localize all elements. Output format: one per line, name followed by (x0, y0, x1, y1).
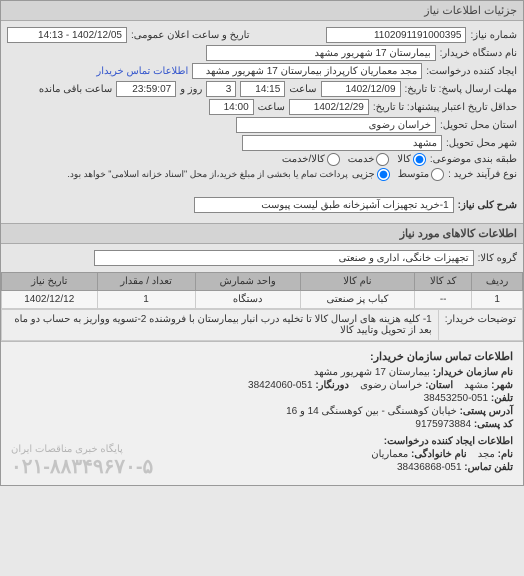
fax-label: دورنگار: (315, 380, 349, 391)
buyer-note-text: 1- کلیه هزینه های ارسال کالا تا تخلیه در… (2, 310, 439, 341)
col-1: کد کالا (415, 273, 472, 291)
postal-label: کد پستی: (474, 419, 513, 430)
number-value: 1102091191000395 (326, 27, 466, 43)
lastname-label: نام خانوادگی: (411, 449, 467, 460)
pay-medium-option[interactable]: متوسط (398, 168, 444, 181)
cell: 1402/12/12 (2, 291, 98, 309)
province-value: خراسان رضوی (236, 117, 436, 133)
phone-label: تلفن: (491, 393, 513, 404)
goods-section-title: اطلاعات کالاهای مورد نیاز (1, 223, 523, 244)
contact-link[interactable]: اطلاعات تماس خریدار (96, 66, 188, 77)
number-label: شماره نیاز: (470, 30, 517, 41)
contact-section: اطلاعات تماس سازمان خریدار: نام سازمان خ… (1, 341, 523, 485)
top-form: شماره نیاز: 1102091191000395 تاریخ و ساع… (1, 21, 523, 187)
col-5: تاریخ نیاز (2, 273, 98, 291)
cat-service-radio[interactable] (376, 153, 389, 166)
creator-value: مجد معماریان کارپرداز بیمارستان 17 شهریو… (192, 63, 422, 79)
phone-value: 051-38453250 (424, 393, 489, 404)
contact-section-title: اطلاعات تماس سازمان خریدار: (11, 350, 513, 363)
creator-info-title: اطلاعات ایجاد کننده درخواست: (11, 436, 513, 447)
city-value2: مشهد (464, 380, 488, 391)
creator-label: ایجاد کننده درخواست: (426, 66, 517, 77)
date-value: 1402/12/05 - 14:13 (7, 27, 127, 43)
cat-label: طبقه بندی موضوعی: (430, 154, 517, 165)
cat-goods-radio[interactable] (413, 153, 426, 166)
cell: 1 (97, 291, 195, 309)
province-label2: استان: (425, 380, 453, 391)
cell: کباب پز صنعتی (300, 291, 414, 309)
name-label: نام: (498, 449, 513, 460)
city-label: شهر محل تحویل: (446, 138, 517, 149)
deadline-time-label: ساعت (289, 84, 316, 95)
pay-group: متوسط جزیی (352, 168, 444, 181)
device-value: بیمارستان 17 شهریور مشهد (206, 45, 436, 61)
tel-label: تلفن تماس: (464, 462, 513, 473)
valid-label: حداقل تاریخ اعتبار پیشنهاد: تا تاریخ: (373, 102, 517, 113)
pay-partial-option[interactable]: جزیی (352, 168, 390, 181)
remain-day: 3 (206, 81, 236, 97)
cell: دستگاه (195, 291, 300, 309)
cell: -- (415, 291, 472, 309)
goods-table: ردیف کد کالا نام کالا واحد شمارش تعداد /… (1, 272, 523, 309)
valid-date: 1402/12/29 (289, 99, 369, 115)
city-value: مشهد (242, 135, 442, 151)
remain-time: 23:59:07 (116, 81, 176, 97)
category-group: کالا خدمت کالا/خدمت (282, 153, 426, 166)
province-value2: خراسان رضوی (360, 380, 422, 391)
buyer-note-table: توضیحات خریدار: 1- کلیه هزینه های ارسال … (1, 309, 523, 341)
pay-label: نوع فرآیند خرید : (448, 169, 517, 180)
city-label2: شهر: (491, 380, 513, 391)
pay-partial-radio[interactable] (377, 168, 390, 181)
tel-value: 051-38436868 (397, 462, 462, 473)
table-row: 1 -- کباب پز صنعتی دستگاه 1 1402/12/12 (2, 291, 523, 309)
main-panel: جزئیات اطلاعات نیاز شماره نیاز: 11020911… (0, 0, 524, 486)
cat-both-option[interactable]: کالا/خدمت (282, 153, 340, 166)
postal-value: 9175973884 (415, 419, 471, 430)
device-label: نام دستگاه خریدار: (440, 48, 517, 59)
org-label: نام سازمان خریدار: (433, 367, 513, 378)
fax-value: 051-38424060 (248, 380, 313, 391)
pay-medium-radio[interactable] (431, 168, 444, 181)
valid-time: 14:00 (209, 99, 254, 115)
address-label: آدرس پستی: (460, 406, 513, 417)
lastname-value: معماریان (371, 449, 408, 460)
panel-title: جزئیات اطلاعات نیاز (1, 1, 523, 21)
date-label: تاریخ و ساعت اعلان عمومی: (131, 30, 250, 41)
deadline-time: 14:15 (240, 81, 285, 97)
col-4: تعداد / مقدار (97, 273, 195, 291)
col-0: ردیف (472, 273, 523, 291)
table-header-row: ردیف کد کالا نام کالا واحد شمارش تعداد /… (2, 273, 523, 291)
group-label: گروه کالا: (478, 253, 517, 264)
buyer-note-label: توضیحات خریدار: (438, 310, 522, 341)
group-value: تجهیزات خانگی، اداری و صنعتی (94, 250, 474, 266)
cat-service-option[interactable]: خدمت (348, 153, 390, 166)
col-2: نام کالا (300, 273, 414, 291)
cat-both-radio[interactable] (327, 153, 340, 166)
province-label: استان محل تحویل: (440, 120, 517, 131)
deadline-label: مهلت ارسال پاسخ: تا تاریخ: (405, 84, 517, 95)
org-value: بیمارستان 17 شهریور مشهد (314, 367, 430, 378)
cat-goods-option[interactable]: کالا (397, 153, 426, 166)
name-value: مجد (478, 449, 495, 460)
deadline-date: 1402/12/09 (321, 81, 401, 97)
cell: 1 (472, 291, 523, 309)
remain-day-label: روز و (180, 84, 202, 95)
desc-value: 1-خرید تجهیزات آشپزخانه طبق لیست پیوست (194, 197, 454, 213)
desc-label: شرح کلی نیاز: (458, 200, 517, 211)
remain-suffix: ساعت باقی مانده (39, 84, 112, 95)
col-3: واحد شمارش (195, 273, 300, 291)
pay-note: پرداخت تمام یا بخشی از مبلغ خرید،از محل … (67, 169, 347, 180)
valid-time-label: ساعت (258, 102, 285, 113)
address-value: خیابان کوهسنگی - بین کوهسنگی 14 و 16 (286, 406, 457, 417)
